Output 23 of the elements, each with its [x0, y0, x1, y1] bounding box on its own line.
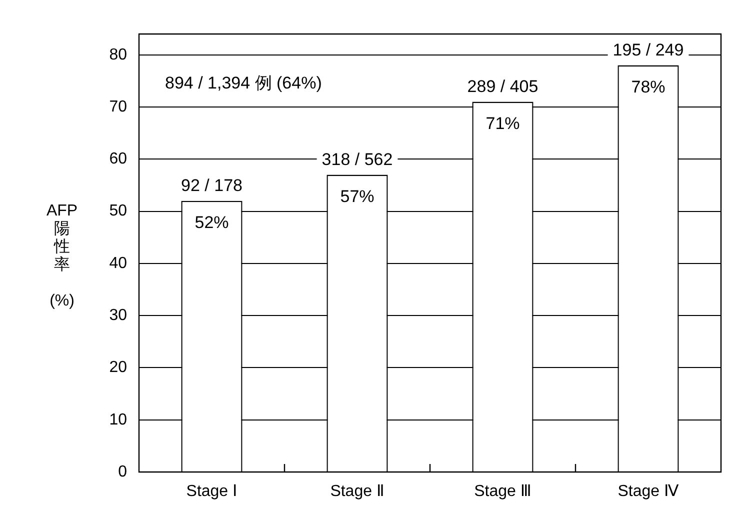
- y-tick-label: 70: [109, 98, 128, 116]
- annotation: 92 / 178: [181, 176, 242, 196]
- y-tick-label: 20: [109, 359, 128, 376]
- x-tick-label: Stage Ⅳ: [618, 483, 679, 500]
- data-label: 57%: [340, 186, 374, 206]
- data-label: 71%: [486, 114, 520, 133]
- x-tick-label: Stage Ⅱ: [330, 483, 384, 500]
- y-tick-label: 40: [109, 254, 128, 272]
- data-label: 52%: [194, 213, 229, 232]
- x-tick-label: Stage Ⅰ: [186, 483, 238, 500]
- data-label: 78%: [631, 77, 666, 96]
- y-tick-label: 60: [109, 150, 128, 168]
- y-axis-title: AFP陽性率 (%): [46, 202, 78, 310]
- y-tick-label: 30: [109, 306, 128, 324]
- x-tick-label: Stage Ⅲ: [474, 483, 532, 500]
- annotation: 289 / 405: [467, 76, 538, 96]
- annotation: 318 / 562: [322, 150, 393, 169]
- y-tick-label: 50: [109, 202, 128, 220]
- annotation: 894 / 1,394 例 (64%): [165, 74, 322, 93]
- y-tick-label: 0: [118, 463, 128, 480]
- annotation: 195 / 249: [612, 40, 684, 60]
- y-tick-label: 10: [109, 411, 128, 428]
- y-tick-label: 80: [109, 46, 128, 64]
